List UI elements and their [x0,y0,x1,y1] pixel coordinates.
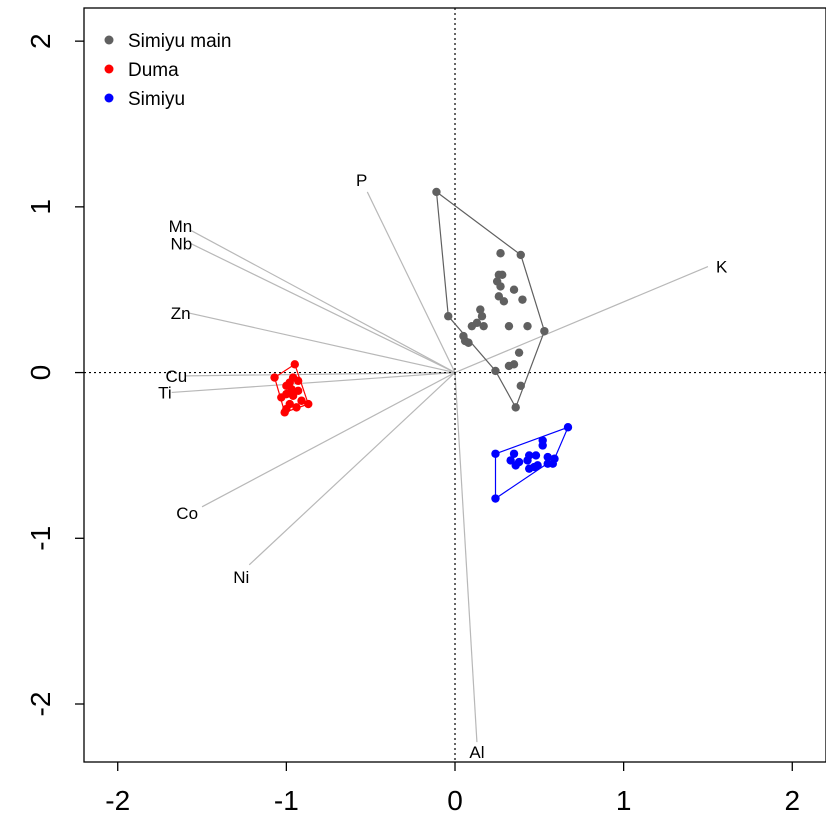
variable-label-nb: Nb [171,234,193,253]
point-simiyu-main [496,249,505,258]
point-simiyu [538,441,547,450]
variable-label-p: P [356,171,367,190]
loading-line-co [201,372,456,508]
point-simiyu-main [467,321,477,331]
legend-marker-simiyu-main [104,35,114,45]
point-simiyu-main [523,321,532,331]
point-simiyu-main [504,361,514,371]
point-duma [270,373,279,382]
x-tick-label: -2 [105,785,130,816]
point-simiyu-main [444,312,453,321]
point-simiyu [525,464,534,473]
point-simiyu [511,461,520,470]
data-points [270,187,573,503]
point-simiyu-main [479,321,488,331]
point-duma [292,403,301,412]
legend-marker-simiyu [104,93,114,103]
y-tick-label: -2 [25,692,56,717]
point-simiyu [548,459,558,468]
point-simiyu-main [540,326,549,336]
loading-line-p [366,191,456,373]
variable-label-ti: Ti [158,383,172,402]
axes: -2 -1 0 1 2 -2 -1 0 1 2 [25,7,826,816]
point-simiyu-main [504,321,514,331]
point-duma [293,376,303,386]
legend-label-duma: Duma [128,60,179,81]
point-simiyu [523,456,532,465]
point-simiyu [509,449,519,458]
point-simiyu-main [496,282,505,291]
point-simiyu [563,423,573,432]
point-simiyu-main [477,312,487,321]
point-simiyu-main [509,285,519,294]
y-tick-label: -1 [25,526,56,551]
y-tick-label: 1 [25,199,56,215]
point-simiyu-main [516,250,525,260]
point-duma [304,399,313,409]
x-tick-label: 1 [616,785,632,816]
point-simiyu [491,494,500,503]
variable-label-cu: Cu [165,367,187,386]
x-tick-label: 0 [447,785,463,816]
group-hulls [273,190,570,500]
point-simiyu-main [476,305,485,314]
loading-line-zn [188,312,456,374]
point-simiyu-main [518,295,527,304]
loading-line-al [454,372,478,743]
variable-label-ni: Ni [233,568,249,587]
point-duma [297,396,306,405]
variable-label-mn: Mn [169,217,193,236]
point-simiyu-main [511,403,520,412]
point-duma [280,408,289,417]
variable-label-al: Al [469,743,484,762]
point-simiyu-main [464,338,473,347]
legend-label-simiyu-main: Simiyu main [128,31,231,52]
point-simiyu-main [514,348,524,357]
legend: Simiyu main Duma Simiyu [104,31,231,110]
loading-vectors [171,191,709,743]
loading-line-ti [171,371,456,394]
variable-label-k: K [716,258,728,277]
legend-marker-duma [104,64,114,74]
reference-lines [84,8,826,762]
hull-simiyu [494,426,570,500]
variable-label-co: Co [176,504,198,523]
x-tick-label: 2 [784,785,800,816]
point-simiyu-main [499,297,509,306]
y-tick-label: 0 [25,365,56,381]
point-simiyu [491,449,500,458]
variable-label-zn: Zn [171,304,191,323]
point-duma [277,393,286,402]
point-simiyu [531,451,541,460]
loading-line-k [454,265,709,374]
x-tick-label: -1 [274,785,299,816]
y-tick-label: 2 [25,33,56,49]
point-duma [290,360,299,369]
point-simiyu-main [498,270,507,279]
point-simiyu-main [516,381,525,391]
point-simiyu-main [491,366,500,376]
point-simiyu [543,452,552,462]
legend-label-simiyu: Simiyu [128,89,185,110]
point-duma [288,391,298,400]
point-simiyu-main [432,187,441,197]
loading-line-nb [189,242,456,374]
loading-line-mn [189,229,456,374]
loading-line-ni [248,372,456,566]
